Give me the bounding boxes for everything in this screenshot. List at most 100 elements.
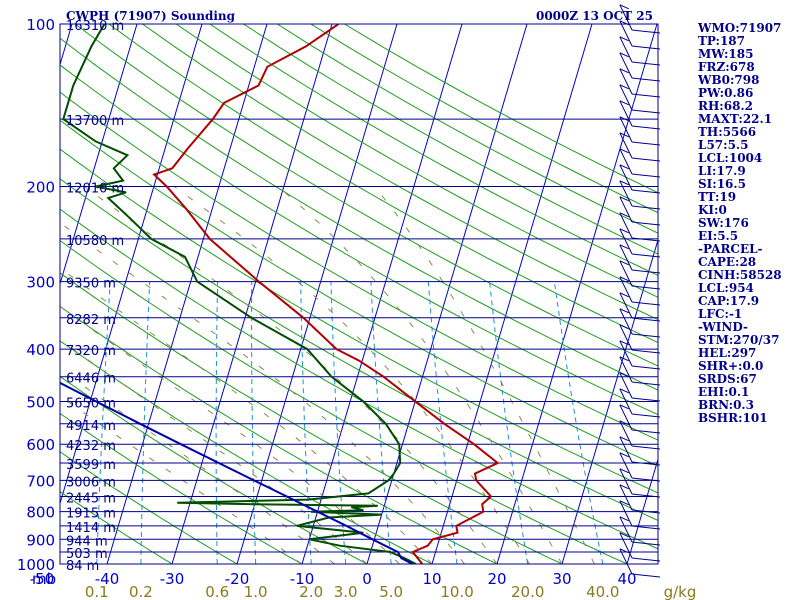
wind-barb-tail <box>631 189 661 194</box>
wind-barb-tail <box>631 93 661 98</box>
wind-barb <box>619 180 633 207</box>
mixing-ratio-tick-label: 5.0 <box>379 583 403 600</box>
wind-barb-flag <box>619 404 630 410</box>
wind-barb-flag <box>619 532 630 538</box>
mixing-ratio-tick-label: 0.1 <box>85 583 109 600</box>
wind-barb-flag <box>619 148 630 154</box>
dry-adiabat <box>60 64 658 416</box>
parcel-line <box>60 381 413 564</box>
height-label: 5650 m <box>66 396 116 411</box>
wind-barb-flag <box>619 388 630 394</box>
mixing-ratio-tick-label: 40.0 <box>586 583 619 600</box>
mixing-ratio-tick-label: 1.0 <box>244 583 268 600</box>
wind-barb-flag <box>619 68 630 74</box>
wind-barb-tail <box>631 477 661 482</box>
sounding-index-item: TT:19 <box>698 190 737 204</box>
pressure-tick-label: 800 <box>26 504 55 522</box>
height-label: 944 m <box>66 534 108 549</box>
wind-barb-flag <box>619 500 630 506</box>
wind-barb-tail <box>631 285 661 290</box>
wind-barb-tail <box>631 445 661 450</box>
wind-barb-flag <box>619 164 630 170</box>
temperature-tick-label: -30 <box>160 570 185 588</box>
wind-barb <box>619 244 633 271</box>
wind-barb-flag <box>619 452 630 458</box>
wind-barb <box>619 164 633 191</box>
height-label: 3006 m <box>66 475 116 490</box>
height-label: 8282 m <box>66 313 116 328</box>
wind-barbs <box>619 4 661 578</box>
pressure-tick-label: 900 <box>26 531 55 549</box>
wind-barb-flag <box>619 372 630 378</box>
temperature-tick-label: -10 <box>290 570 315 588</box>
wind-barb <box>619 68 633 95</box>
mixing-ratio-tick-label: 20.0 <box>511 583 544 600</box>
mixing-ratio-line <box>215 281 219 564</box>
sounding-index-item: BRN:0.3 <box>698 398 754 412</box>
sounding-index-item: MW:185 <box>698 47 754 61</box>
sounding-index-item: SW:176 <box>698 216 749 230</box>
isotherm <box>60 24 138 286</box>
pressure-tick-label: 400 <box>26 341 55 359</box>
wind-barb <box>619 388 633 415</box>
pressure-unit-label: mb <box>32 570 56 588</box>
wind-barb-tail <box>631 525 661 530</box>
wind-barb-flag <box>619 516 630 522</box>
temperature-tick-label: -40 <box>95 570 120 588</box>
sounding-index-item: EHI:0.1 <box>698 385 750 399</box>
wind-barb <box>619 196 633 223</box>
wind-barb <box>619 340 633 367</box>
mixing-ratio-unit-label: g/kg <box>664 583 697 600</box>
isotherm <box>236 24 398 564</box>
wind-barb <box>619 548 633 575</box>
wind-barb-flag <box>619 228 630 234</box>
wind-barb <box>619 324 633 351</box>
height-label: 84 m <box>66 559 99 574</box>
pressure-tick-label: 600 <box>26 436 55 454</box>
pressure-tick-label: 500 <box>26 393 55 411</box>
wind-barb-flag <box>619 212 630 218</box>
temperature-tick-label: -20 <box>225 570 250 588</box>
sounding-index-item: EI:5.5 <box>698 229 739 243</box>
wind-barb-tail <box>631 397 661 402</box>
mixing-ratio-line <box>370 281 392 564</box>
sounding-index-item: BSHR:101 <box>698 411 768 425</box>
sounding-index-item: WMO:71907 <box>698 21 782 35</box>
chart-title: CWPH (71907) Sounding <box>66 9 236 23</box>
sounding-index-item: LFC:-1 <box>698 307 743 321</box>
sounding-profiles <box>60 24 500 564</box>
dry-adiabat <box>108 24 658 344</box>
wind-barb <box>619 84 633 111</box>
sounding-index-item: -WIND- <box>698 320 748 334</box>
temperature-line <box>152 24 500 564</box>
wind-barb <box>619 212 633 239</box>
wind-barb-tail <box>631 29 661 34</box>
wind-barb-tail <box>631 365 661 370</box>
wind-barb <box>619 372 633 399</box>
thermodynamic-grid <box>0 24 658 564</box>
wind-barb-flag <box>619 292 630 298</box>
isotherm <box>561 238 658 564</box>
sounding-indices-panel: WMO:71907 TP:187 MW:185 FRZ:678 WB0:798 PW:0.… <box>698 22 798 425</box>
temperature-tick-label: 0 <box>362 570 372 588</box>
wind-barb-flag <box>619 84 630 90</box>
sounding-index-item: FRZ:678 <box>698 60 755 74</box>
height-label: 1414 m <box>66 521 116 536</box>
temperature-tick-label: 40 <box>617 570 636 588</box>
mixing-ratio-tick-label: 10.0 <box>440 583 473 600</box>
wind-barb-tail <box>631 77 661 82</box>
isotherm <box>0 24 7 564</box>
wind-barb-flag <box>619 100 630 106</box>
wind-barb-flag <box>619 276 630 282</box>
sounding-index-item: SRDS:67 <box>698 372 757 386</box>
temperature-tick-label: 30 <box>552 570 571 588</box>
wind-barb-tail <box>631 333 661 338</box>
wind-barb-tail <box>631 413 661 418</box>
wind-barb <box>619 148 633 175</box>
wind-barb-flag <box>619 132 630 138</box>
wind-barb <box>619 100 633 127</box>
wind-barb <box>619 516 633 543</box>
sounding-index-item: KI:0 <box>698 203 727 217</box>
wind-barb <box>619 228 633 255</box>
